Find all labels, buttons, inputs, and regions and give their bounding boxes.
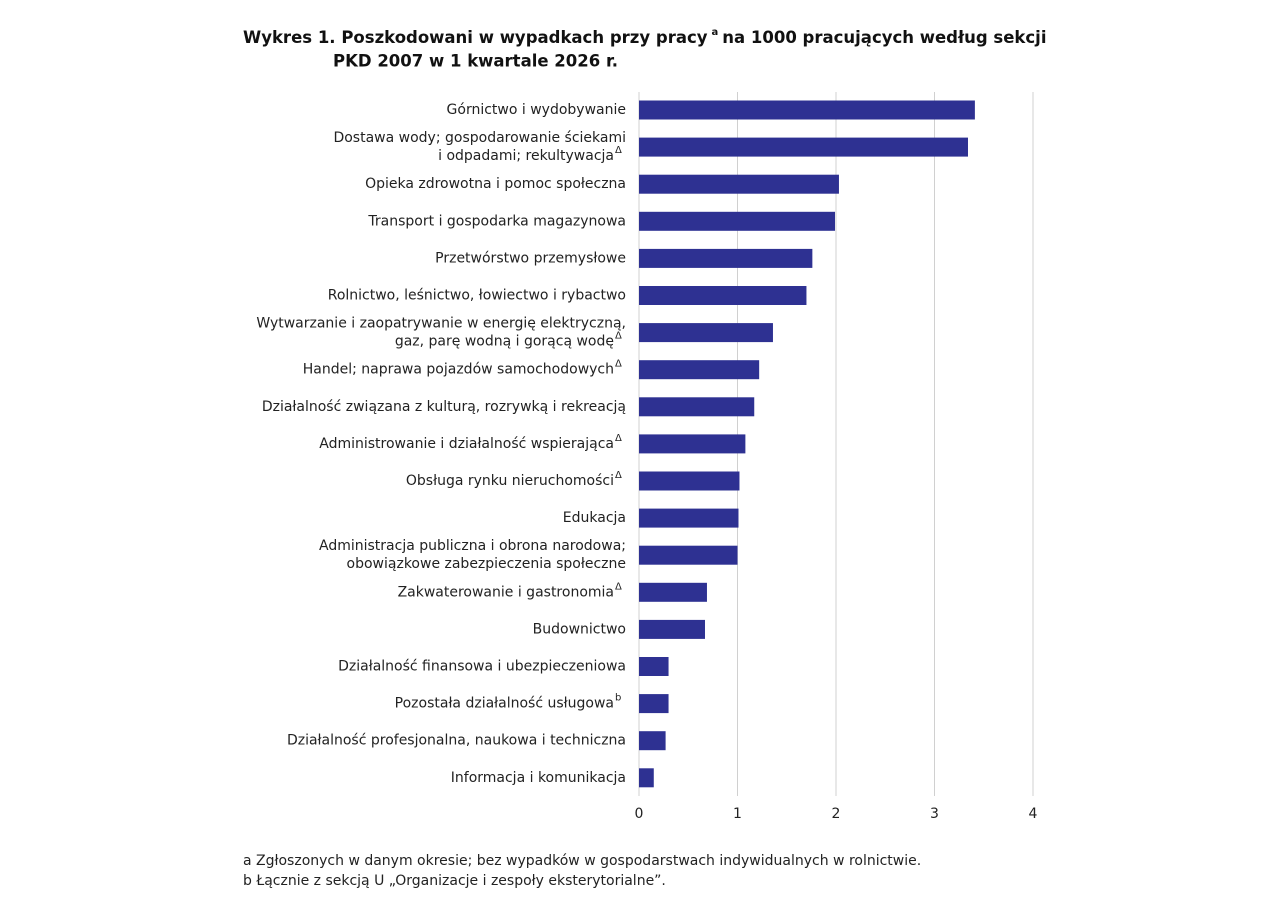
y-tick-label: Działalność finansowa i ubezpieczeniowa — [338, 659, 626, 675]
bar — [639, 619, 705, 639]
bar — [639, 657, 669, 676]
x-tick-label: 3 — [930, 806, 939, 822]
x-tick-label: 2 — [832, 806, 841, 822]
y-tick-label: Rolnictwo, leśnictwo, łowiectwo i rybact… — [328, 288, 626, 304]
y-tick-label: Opieka zdrowotna i pomoc społeczna — [365, 176, 626, 192]
footnote: a Zgłoszonych w danym okresie; bez wypad… — [243, 853, 921, 869]
bar — [639, 582, 707, 602]
category-note: Δ — [615, 331, 622, 342]
y-tick-label: gaz, parę wodną i gorącą wodę — [395, 334, 614, 350]
bar — [639, 174, 839, 194]
bar — [639, 434, 746, 454]
bar — [639, 397, 755, 417]
y-tick-label: obowiązkowe zabezpieczenia społeczne — [347, 556, 626, 572]
y-tick-label: Pozostała działalność usługowa — [395, 696, 614, 712]
bar — [639, 100, 975, 120]
title-part: Wykres 1. Poszkodowani w wypadkach przy … — [243, 28, 708, 47]
category-note: b — [615, 693, 621, 704]
y-tick-label: Działalność związana z kulturą, rozrywką… — [262, 399, 626, 415]
category-note: Δ — [615, 433, 622, 444]
title-part: na 1000 pracujących według sekcji — [722, 28, 1046, 47]
category-note: Δ — [615, 145, 622, 156]
category-note: Δ — [615, 359, 622, 370]
bar — [639, 471, 740, 491]
y-tick-label: Transport i gospodarka magazynowa — [367, 213, 626, 229]
y-tick-label: Działalność profesjonalna, naukowa i tec… — [287, 733, 626, 749]
bar — [639, 545, 738, 565]
y-tick-label: Przetwórstwo przemysłowe — [435, 250, 626, 266]
title-note: a — [712, 27, 719, 38]
bar — [639, 248, 813, 268]
bar — [639, 211, 836, 231]
y-tick-label: Handel; naprawa pojazdów samochodowych — [303, 362, 614, 378]
category-note: Δ — [615, 470, 622, 481]
y-tick-label: Obsługa rynku nieruchomości — [406, 473, 614, 489]
chart-title: Wykres 1. Poszkodowani w wypadkach przy … — [243, 27, 1047, 47]
y-tick-label: Administracja publiczna i obrona narodow… — [319, 538, 626, 554]
y-tick-label: Górnictwo i wydobywanie — [447, 102, 626, 118]
x-tick-label: 0 — [635, 806, 644, 822]
y-tick-label: i odpadami; rekultywacja — [438, 148, 614, 164]
bar — [639, 694, 669, 714]
bar — [639, 731, 666, 751]
y-tick-label: Zakwaterowanie i gastronomia — [398, 584, 614, 600]
bar — [639, 768, 654, 788]
chart-title: PKD 2007 w 1 kwartale 2026 r. — [333, 52, 618, 71]
bar — [639, 360, 760, 380]
y-tick-label: Informacja i komunikacja — [451, 770, 626, 786]
x-tick-label: 4 — [1029, 806, 1038, 822]
bar — [639, 323, 773, 343]
bar — [639, 508, 739, 528]
footnote: b Łącznie z sekcją U „Organizacje i zesp… — [243, 873, 666, 889]
bar — [639, 137, 968, 157]
x-tick-label: 1 — [733, 806, 742, 822]
y-tick-label: Administrowanie i działalność wspierając… — [319, 436, 614, 452]
y-tick-label: Wytwarzanie i zaopatrywanie w energię el… — [256, 316, 626, 332]
category-note: Δ — [615, 581, 622, 592]
bar — [639, 286, 807, 305]
y-tick-label: Dostawa wody; gospodarowanie ściekami — [333, 130, 626, 146]
y-tick-label: Budownictwo — [533, 621, 626, 637]
y-tick-label: Edukacja — [563, 510, 626, 526]
